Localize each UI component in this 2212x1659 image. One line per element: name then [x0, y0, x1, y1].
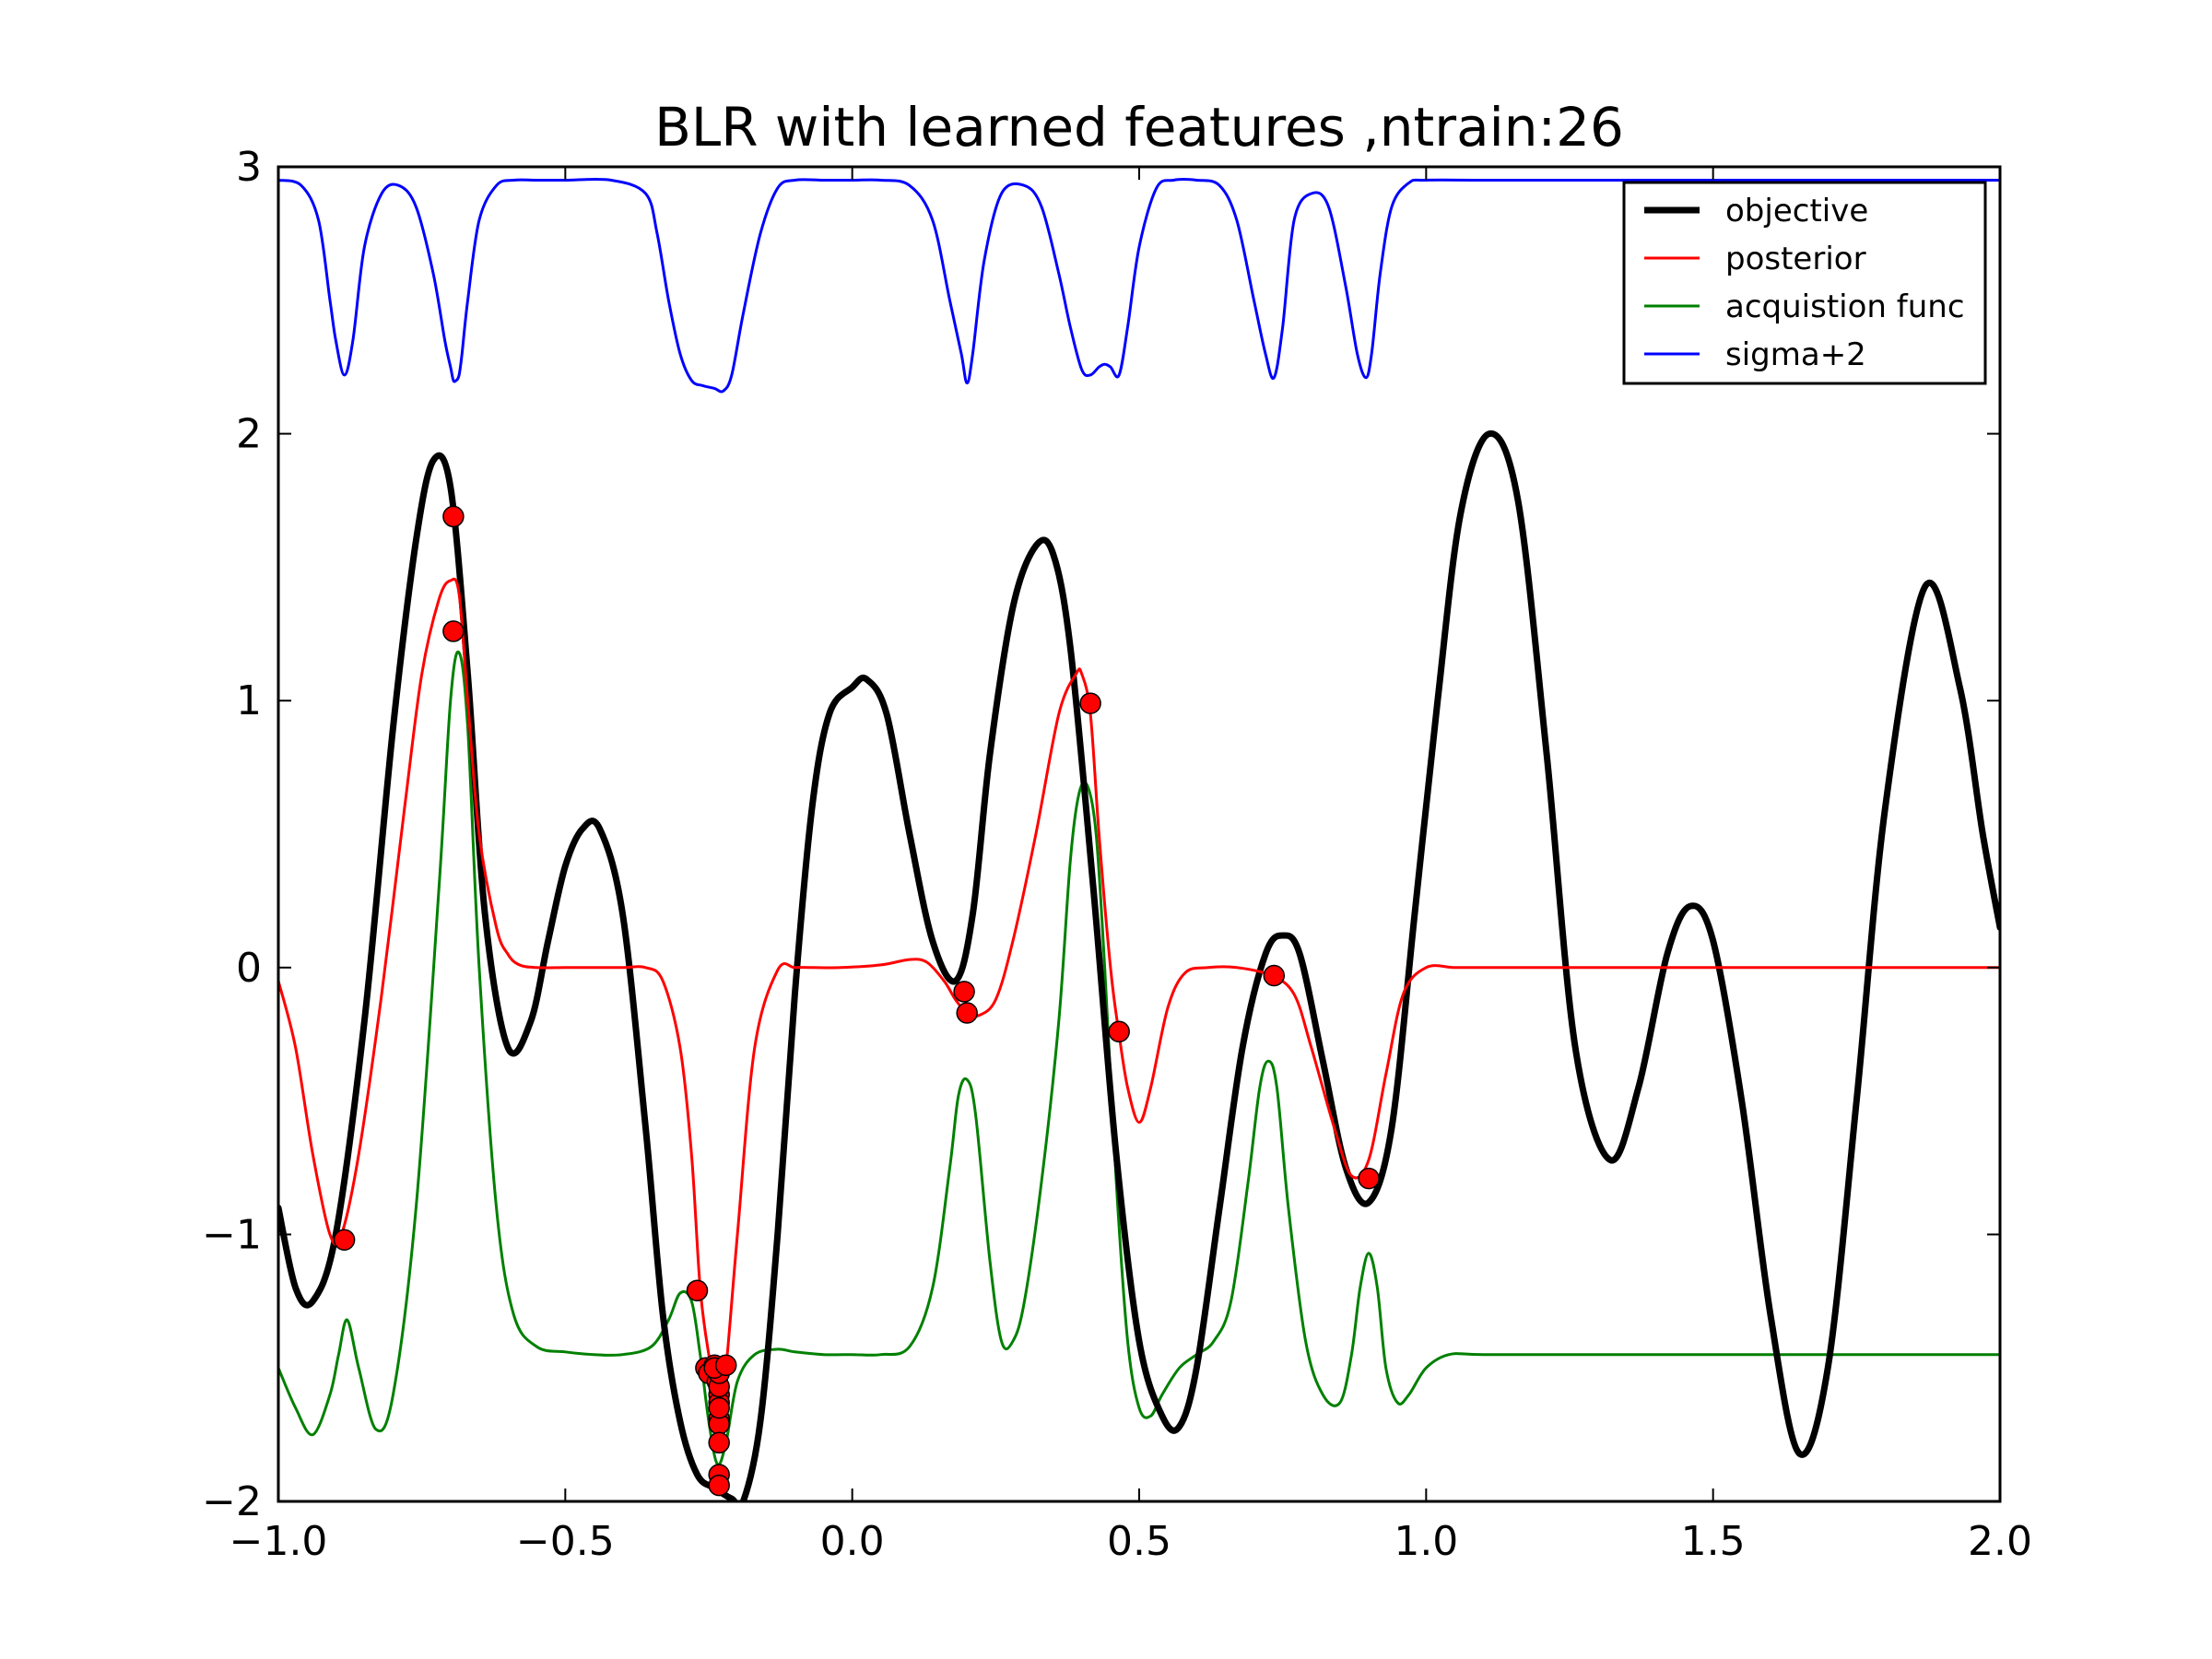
- y-tick-label: 0: [236, 945, 262, 992]
- y-tick-label: 2: [236, 411, 262, 458]
- training-points-layer: [333, 505, 1380, 1497]
- y-tick-label: 3: [236, 144, 262, 191]
- training-point: [708, 1431, 730, 1454]
- training-point: [442, 620, 465, 642]
- training-point: [1358, 1167, 1380, 1190]
- legend-label: acquistion func: [1725, 288, 1965, 325]
- x-tick-label: 2.0: [1968, 1518, 2032, 1565]
- y-tick-label: −2: [202, 1478, 262, 1525]
- series-line-acquistion-func: [278, 650, 2000, 1466]
- legend-label: sigma+2: [1725, 336, 1866, 373]
- training-point: [714, 1354, 737, 1377]
- x-tick-label: 0.5: [1107, 1518, 1171, 1565]
- training-point: [1079, 692, 1101, 714]
- training-point: [1263, 964, 1286, 987]
- training-point: [956, 1002, 978, 1024]
- axis-ticks-layer: −1.0 −0.5 0.0 0.5 1.0 1.5 2.0 −2 −1 0 1 2 3: [202, 144, 2032, 1565]
- training-point: [953, 981, 975, 1003]
- x-tick-label: 1.5: [1681, 1518, 1746, 1565]
- training-point: [333, 1229, 356, 1251]
- series-line-objective: [278, 429, 2000, 1501]
- x-tick-label: −0.5: [516, 1518, 615, 1565]
- y-tick-label: 1: [236, 677, 262, 724]
- legend-label: objective: [1725, 193, 1868, 229]
- chart-title: BLR with learned features ,ntrain:26: [654, 96, 1624, 159]
- x-tick-label: 0.0: [820, 1518, 885, 1565]
- series-line-posterior: [278, 577, 2000, 1397]
- series-line-sigma-2: [278, 177, 2000, 394]
- x-tick-label: −1.0: [229, 1518, 328, 1565]
- series-layer: [278, 177, 2000, 1501]
- y-tick-label: −1: [202, 1211, 262, 1258]
- legend-label: posterior: [1725, 241, 1866, 277]
- legend: objective posterior acquistion func sigma+2: [1622, 181, 1987, 385]
- legend-box: [1622, 181, 1987, 385]
- training-point: [708, 1474, 730, 1497]
- training-point: [686, 1279, 709, 1301]
- x-tick-label: 1.0: [1394, 1518, 1458, 1565]
- training-point: [1108, 1020, 1130, 1043]
- training-point: [442, 505, 465, 528]
- training-point: [708, 1396, 730, 1419]
